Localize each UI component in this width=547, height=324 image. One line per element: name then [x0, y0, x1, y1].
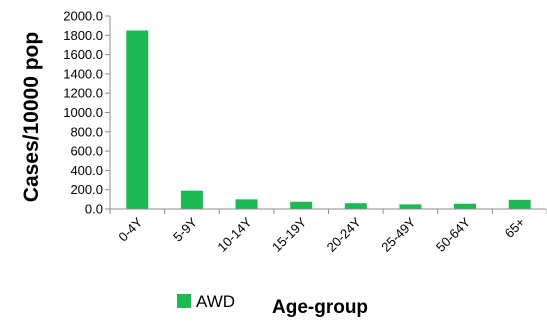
bar-20-24y [344, 203, 367, 209]
legend-label-awd: AWD [196, 292, 235, 311]
y-axis-title: Cases/10000 pop [20, 32, 43, 202]
x-tick-label: 50-64Y [433, 214, 473, 254]
bar-15-19y [290, 201, 313, 209]
y-tick-label: 600.0 [70, 144, 103, 159]
y-tick-label: 0.0 [85, 202, 103, 217]
y-tick-label: 400.0 [70, 163, 103, 178]
y-tick-label: 1600.0 [63, 47, 103, 62]
bar-10-14y [235, 199, 258, 209]
bar-5-9y [180, 190, 203, 209]
x-axis-title: Age-group [272, 297, 368, 318]
x-tick-label: 10-14Y [214, 214, 254, 254]
x-axis-ticks: 0-4Y 5-9Y 10-14Y 15-19Y 20-24Y 25-49Y 50-64Y 65… [109, 209, 547, 255]
y-tick-label: 800.0 [70, 124, 103, 139]
x-tick-label: 20-24Y [324, 214, 364, 254]
legend-swatch-awd [177, 294, 191, 308]
x-tick-label: 15-19Y [269, 214, 309, 254]
y-tick-label: 1800.0 [63, 28, 103, 43]
y-tick-label: 1200.0 [63, 86, 103, 101]
x-tick-label: 25-49Y [378, 214, 418, 254]
y-tick-label: 200.0 [70, 182, 103, 197]
bar-25-49y [399, 204, 422, 209]
bar-50-64y [454, 203, 477, 209]
y-tick-label: 1000.0 [63, 105, 103, 120]
bar-0-4y [126, 30, 149, 209]
y-axis-ticks: 0.0 200.0 400.0 600.0 800.0 1000.0 1200.0 1400.… [63, 9, 110, 217]
x-tick-label: 65+ [502, 215, 528, 241]
bar-65- [508, 199, 531, 209]
bars [126, 30, 531, 209]
y-tick-label: 1400.0 [63, 66, 103, 81]
x-tick-label: 5-9Y [170, 214, 200, 244]
x-tick-label: 0-4Y [115, 214, 145, 244]
y-tick-label: 2000.0 [63, 9, 103, 24]
